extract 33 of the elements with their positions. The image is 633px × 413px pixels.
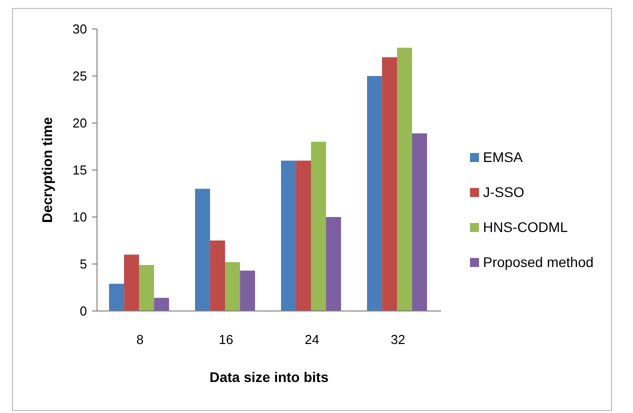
bar xyxy=(382,57,398,311)
x-tick-label: 16 xyxy=(218,332,234,348)
bar xyxy=(281,160,296,311)
bar xyxy=(367,76,382,311)
bar xyxy=(296,160,312,311)
legend-label: EMSA xyxy=(483,148,523,164)
y-tick-label: 30 xyxy=(72,22,87,37)
bar xyxy=(311,142,326,311)
bar xyxy=(195,188,210,311)
legend-label: HNS-CODML xyxy=(483,218,568,234)
y-tick-label: 20 xyxy=(72,116,87,131)
bar xyxy=(210,240,226,311)
legend-label: Proposed method xyxy=(483,254,594,270)
legend-label: J-SSO xyxy=(483,184,524,200)
x-tick-label: 24 xyxy=(304,332,320,348)
bar xyxy=(412,133,428,311)
y-tick-label: 0 xyxy=(80,304,87,319)
x-tick-label: 32 xyxy=(390,332,406,348)
y-tick-label: 10 xyxy=(72,210,87,225)
y-tick-label: 25 xyxy=(72,68,87,84)
y-tick-label: 15 xyxy=(72,162,87,178)
y-tick-label: 5 xyxy=(80,256,87,272)
bar xyxy=(154,298,170,311)
bar xyxy=(139,264,154,311)
y-axis-title: Decryption time xyxy=(38,116,55,223)
bar xyxy=(109,284,124,311)
bar xyxy=(124,254,140,311)
bar xyxy=(225,262,240,311)
bar xyxy=(397,48,412,311)
x-axis-title: Data size into bits xyxy=(209,369,329,385)
bar xyxy=(326,217,342,311)
x-tick-label: 8 xyxy=(136,332,144,348)
bar xyxy=(240,270,256,311)
